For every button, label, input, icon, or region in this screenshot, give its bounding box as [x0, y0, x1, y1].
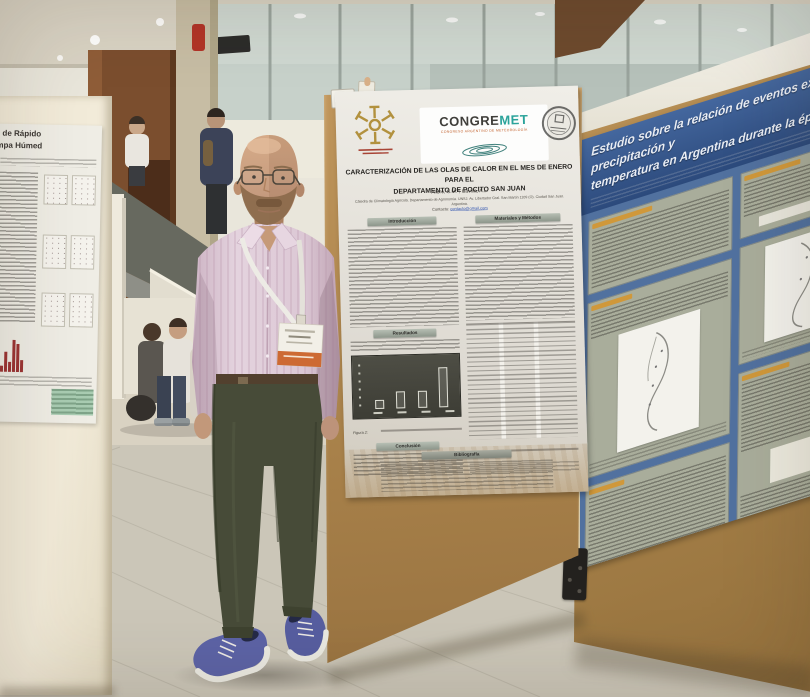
pants — [211, 383, 323, 634]
eye — [281, 176, 285, 180]
button-placket — [266, 249, 269, 381]
upper-wood-corner — [555, 0, 645, 58]
center-poster: CONGREMET CONGRESO ARGENTINO DE METEOROL… — [335, 85, 589, 498]
section-header-introduction: Introducción — [366, 216, 437, 227]
collar — [271, 222, 300, 251]
lanyard — [239, 237, 306, 326]
figure2-bar — [438, 366, 449, 408]
glasses-icon — [236, 169, 301, 186]
text-placeholder — [347, 226, 460, 328]
fire-extinguisher — [192, 24, 205, 51]
stair-person — [125, 116, 149, 186]
shoe-sole — [287, 629, 329, 662]
section-header-results: Resultados — [373, 328, 437, 339]
map-figure — [764, 213, 810, 343]
figure2-chart — [350, 352, 462, 420]
push-pin — [364, 76, 371, 87]
eyebrow — [273, 165, 293, 170]
argentina-map-sketch — [792, 242, 810, 327]
poster-right-column: Materiales y Métodos Tabla 1: — [463, 213, 579, 474]
shoe-sole — [195, 646, 271, 683]
mouth — [257, 209, 281, 213]
board-shadow — [0, 686, 115, 697]
section-header-conclusion: Conclusión — [376, 441, 440, 452]
congremet-logo-main: CONGRE — [439, 112, 500, 130]
right-poster: Estudio sobre la relación de eventos ext… — [576, 38, 810, 570]
congremet-globe-icon — [462, 143, 507, 157]
man-figure — [192, 135, 340, 683]
ear — [295, 183, 305, 197]
mustache — [256, 199, 282, 207]
text-placeholder — [350, 338, 460, 353]
figure2-caption: Figura 2: — [353, 420, 462, 441]
section-header-methods: Materiales y Métodos — [475, 213, 561, 224]
right-poster-panel — [585, 257, 733, 480]
trouser-cuff — [282, 606, 312, 618]
green-table-thumb — [51, 388, 94, 416]
text-placeholder — [0, 171, 39, 323]
contact-email: contacto@gmail.com — [449, 206, 488, 212]
text-placeholder — [0, 375, 92, 388]
congremet-logo-accent: MET — [499, 111, 529, 128]
text-placeholder — [463, 223, 575, 321]
scatter-plot-thumb — [68, 293, 94, 328]
left-poster-title: de las Sequías de Rápido ación de la Pam… — [0, 125, 99, 153]
argentina-map-sketch — [647, 331, 669, 431]
hand — [321, 416, 339, 440]
section-header-bibliography: Bibliografía — [421, 449, 512, 460]
bibliography-text-placeholder — [380, 459, 554, 492]
eyebrow — [243, 165, 263, 169]
stamp-seal-icon — [541, 106, 576, 141]
scatter-plot-thumb — [40, 292, 66, 328]
stair-person — [200, 108, 233, 234]
bald-crown-highlight — [247, 138, 281, 154]
shoe-laces — [296, 621, 315, 637]
university-emblem-icon — [354, 105, 396, 155]
scatter-plot-thumb — [71, 175, 97, 206]
ceiling-projector — [215, 34, 251, 55]
badge-orange-band — [277, 350, 322, 368]
figure2-bar — [417, 391, 427, 408]
results-table — [466, 320, 579, 440]
scatter-plot-thumb — [70, 235, 95, 270]
bag — [126, 395, 156, 421]
hand — [194, 413, 212, 439]
poster-bibliography: Bibliografía — [380, 448, 554, 492]
figure2-bar — [375, 399, 385, 410]
text-placeholder — [0, 157, 97, 168]
congremet-logo: CONGREMET CONGRESO ARGENTINO DE METEOROL… — [419, 104, 549, 164]
nose — [263, 177, 271, 193]
scatter-plot-thumb — [42, 234, 67, 270]
right-poster-panel — [738, 198, 810, 366]
right-poster-body — [577, 114, 810, 570]
trouser-cuff — [222, 627, 254, 638]
red-bar-chart-thumb — [0, 335, 24, 373]
poster-left-column: Introducción Resultados Figura 2: Conclu… — [347, 216, 464, 477]
conference-badge — [276, 314, 324, 368]
shoe-laces — [217, 639, 237, 659]
eye — [252, 175, 256, 179]
left-poster: de las Sequías de Rápido ación de la Pam… — [0, 122, 103, 424]
map-figure — [617, 308, 701, 453]
head — [233, 135, 305, 226]
figure2-bar — [396, 390, 406, 409]
contact-label: Contacto: — [431, 207, 449, 212]
glass-reflection-lights — [294, 12, 747, 32]
caption-placeholder — [380, 427, 462, 432]
poster-title-line1: CARACTERIZACIÓN DE LAS OLAS DE CALOR EN … — [345, 163, 573, 185]
scatter-plot-thumb — [43, 174, 69, 206]
